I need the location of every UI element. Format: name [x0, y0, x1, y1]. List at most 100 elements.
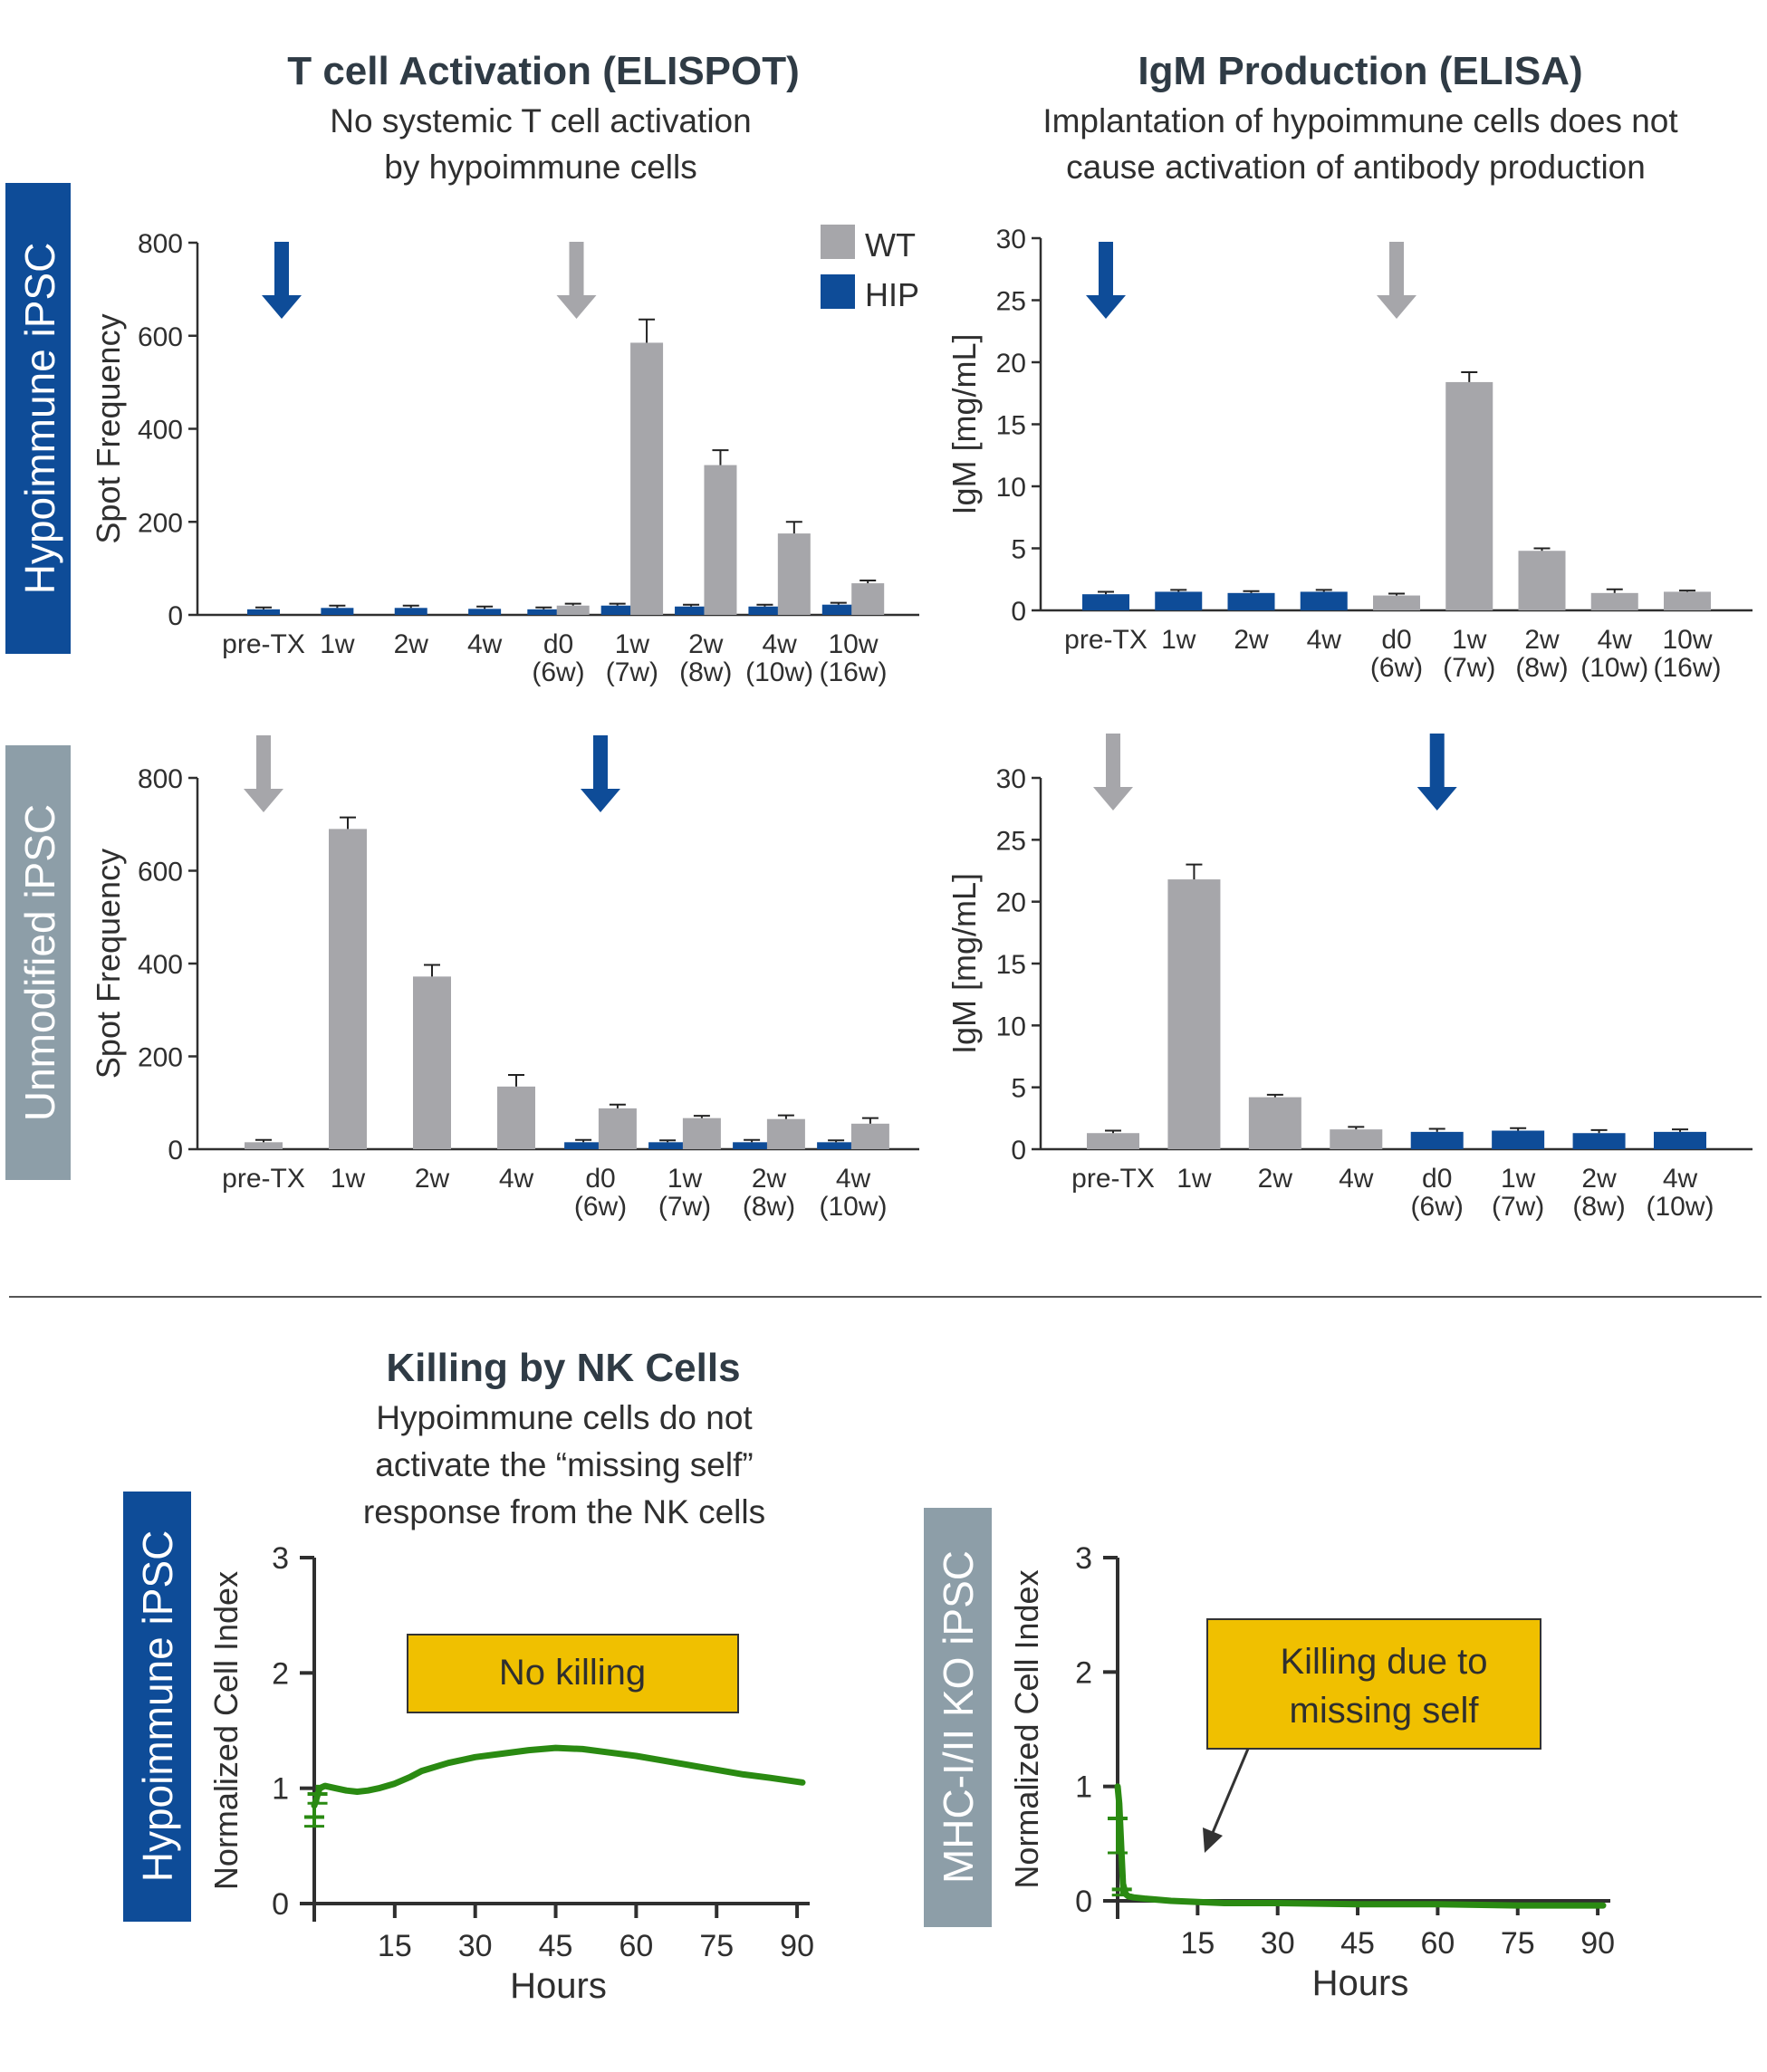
killing-text-line2: missing self — [1290, 1691, 1480, 1731]
y-tick-label: 2 — [1075, 1655, 1092, 1690]
legend-hip-label: HIP — [865, 276, 919, 313]
x-tick-label: 2w — [415, 1164, 450, 1194]
cell-index-curve — [311, 1744, 806, 1809]
y-tick-label: 30 — [996, 764, 1026, 794]
y-tick-label: 1 — [1075, 1770, 1092, 1805]
hip-bar — [321, 608, 354, 615]
y-tick-label: 10 — [996, 473, 1026, 503]
y-tick-label: 30 — [996, 225, 1026, 254]
y-tick-label: 3 — [272, 1541, 289, 1576]
y-tick-label: 3 — [1075, 1541, 1092, 1576]
wt-bar — [1590, 592, 1638, 610]
wt-bar — [1330, 1129, 1383, 1149]
nk-title: Killing by NK Cells — [386, 1346, 740, 1390]
hip-bar — [394, 608, 427, 615]
x-tick-label: 1w — [320, 629, 355, 659]
x-axis-label: Hours — [510, 1966, 607, 2006]
wt-bar — [630, 342, 664, 615]
y-tick-label: 2 — [272, 1656, 289, 1691]
arrow-wt-head — [556, 295, 597, 319]
x-tick-label: (16w) — [819, 657, 887, 687]
x-tick-label: (16w) — [1653, 653, 1721, 683]
hip-bar — [527, 609, 561, 615]
x-tick-label: (6w) — [1411, 1192, 1464, 1222]
hip-bar — [733, 1142, 772, 1149]
x-tick-label: 1w — [331, 1164, 366, 1194]
y-tick-label: 15 — [996, 950, 1026, 980]
x-tick-label: 1w — [1161, 625, 1196, 655]
wt-bar — [1518, 551, 1566, 610]
x-tick-label: 90 — [780, 1929, 814, 1963]
x-tick-label: 10w — [1662, 625, 1712, 655]
hip-bar — [821, 604, 855, 615]
killing-text-line1: Killing due to — [1280, 1642, 1487, 1682]
y-tick-label: 0 — [1011, 1136, 1026, 1166]
wt-bar — [766, 1118, 805, 1149]
elispot-hypoimmune-chart: 0 200 400 600 800 Spot Frequency pre-TX 1w 2w 4w d… — [90, 229, 919, 687]
wt-bar — [1087, 1133, 1139, 1149]
y-tick-label: 5 — [1011, 535, 1026, 565]
y-tick-label: 800 — [138, 229, 183, 259]
y-tick-label: 0 — [1075, 1885, 1092, 1919]
y-tick-label: 1 — [272, 1772, 289, 1807]
elisa-subtitle-2: cause activation of antibody production — [1066, 149, 1646, 186]
arrow-wt-head — [244, 789, 283, 812]
wt-bar — [777, 533, 811, 615]
arrow-hip-head — [1416, 787, 1457, 811]
x-tick-label: 60 — [619, 1929, 653, 1963]
wt-bar — [682, 1118, 721, 1149]
y-tick-label: 600 — [138, 322, 183, 352]
hip-bar — [1082, 594, 1129, 610]
x-tick-label: 1w — [1501, 1164, 1536, 1194]
x-tick-label: 30 — [458, 1929, 493, 1963]
y-tick-label: 200 — [138, 508, 183, 538]
row-label-ko-nk-text: MHC-I/II KO iPSC — [935, 1550, 982, 1884]
y-tick-label: 0 — [272, 1887, 289, 1922]
x-tick-label: (8w) — [679, 657, 732, 687]
legend-hip-swatch — [821, 274, 855, 309]
x-tick-label: d0 — [543, 629, 573, 659]
x-tick-label: 15 — [378, 1929, 412, 1963]
elisa-unmodified-chart: 0 5 10 15 20 25 30 IgM [mg/mL] pre-TX 1w 2w 4w d0(6w… — [946, 734, 1753, 1222]
hip-bar — [1410, 1131, 1464, 1149]
wt-bar — [556, 605, 590, 615]
x-tick-label: d0 — [585, 1164, 615, 1194]
row-label-hypoimmune-nk: Hypoimmune iPSC — [123, 1492, 191, 1922]
x-tick-label: (8w) — [743, 1192, 795, 1222]
x-tick-label: 4w — [467, 629, 503, 659]
nk-ko-chart: 0 1 2 3 15 30 45 60 75 90 Hours Normalized Cell Ind… — [1008, 1541, 1615, 2003]
x-tick-label: 2w — [1581, 1164, 1617, 1194]
elisa-subtitle-1: Implantation of hypoimmune cells does no… — [1042, 102, 1678, 139]
y-axis-label: Spot Frequency — [90, 849, 127, 1079]
hip-bar — [675, 606, 708, 615]
nk-hypoimmune-chart: 0 1 2 3 15 30 45 60 75 90 Hours Normalized Cell Ind… — [207, 1541, 814, 2006]
y-axis-label: Normalized Cell Index — [1008, 1569, 1045, 1888]
row-label-unmodified: Unmodified iPSC — [5, 745, 71, 1180]
arrow-wt-shaft — [569, 242, 584, 299]
y-tick-label: 20 — [996, 888, 1026, 918]
arrow-wt-shaft — [1106, 734, 1120, 791]
x-tick-label: 2w — [1234, 625, 1269, 655]
x-tick-label: 45 — [1340, 1926, 1375, 1961]
x-tick-label: (10w) — [819, 1192, 887, 1222]
elisa-hypoimmune-chart: 0 5 10 15 20 25 30 IgM [mg/mL] pre-TX 1w 2w 4w d0(6w… — [946, 225, 1753, 683]
x-tick-label: d0 — [1422, 1164, 1452, 1194]
y-tick-label: 5 — [1011, 1074, 1026, 1104]
arrow-hip-shaft — [1429, 734, 1445, 791]
hip-bar — [1572, 1133, 1626, 1149]
legend-wt-label: WT — [865, 226, 916, 264]
y-tick-label: 200 — [138, 1043, 183, 1073]
wt-bar — [245, 1142, 283, 1149]
x-tick-label: 2w — [688, 629, 724, 659]
x-tick-label: pre-TX — [222, 629, 305, 659]
hip-bar — [564, 1142, 603, 1149]
x-tick-label: (10w) — [745, 657, 813, 687]
x-tick-label: 4w — [1598, 625, 1633, 655]
elispot-unmodified-chart: 0 200 400 600 800 Spot Frequency pre-TX 1w 2w 4w d… — [90, 735, 919, 1222]
wt-bar — [598, 1108, 637, 1149]
x-tick-label: 60 — [1420, 1926, 1455, 1961]
arrow-hip-head — [262, 295, 302, 319]
arrow-wt-shaft — [1389, 242, 1404, 299]
wt-bar — [413, 976, 451, 1149]
x-tick-label: 4w — [762, 629, 797, 659]
